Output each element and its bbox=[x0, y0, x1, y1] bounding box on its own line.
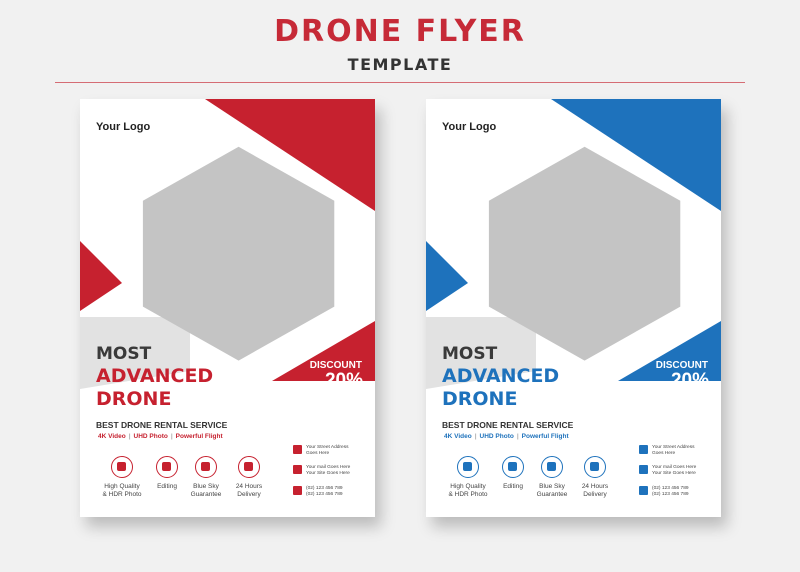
mail-icon bbox=[584, 456, 606, 478]
mail-icon bbox=[238, 456, 260, 478]
contact-line: Your Site Goes Here bbox=[306, 471, 350, 476]
headline-drone: DRONE bbox=[96, 388, 172, 410]
discount-label: DISCOUNT bbox=[655, 360, 708, 371]
feature-label: Guarantee bbox=[536, 491, 568, 498]
feature-label: & HDR Photo bbox=[448, 491, 488, 498]
feature-label: & HDR Photo bbox=[102, 491, 142, 498]
location-icon bbox=[293, 445, 302, 454]
contact-line: Your Site Goes Here bbox=[652, 471, 696, 476]
contact-line: Goes Here bbox=[652, 451, 676, 456]
feature-label: Delivery bbox=[583, 491, 607, 498]
feature-label: Guarantee bbox=[190, 491, 222, 498]
headline-advanced: ADVANCED bbox=[442, 365, 560, 387]
logo-text: Your Logo bbox=[96, 121, 151, 133]
headline-advanced: ADVANCED bbox=[96, 365, 214, 387]
contact-line: Your Street Address bbox=[306, 445, 349, 450]
tag-4k-video: 4K Video bbox=[444, 433, 472, 440]
flyer-blue: Your Logo MOST ADVANCED DRONE DISCOUNT 2… bbox=[426, 99, 721, 517]
header-title: DRONE FLYER bbox=[274, 14, 526, 49]
globe-icon bbox=[293, 465, 302, 474]
feature-label: Blue Sky bbox=[193, 483, 219, 490]
feature-label: Delivery bbox=[237, 491, 261, 498]
contact-line: Your mail Goes Here bbox=[306, 465, 351, 470]
contact-line: (02) 123 456 789 bbox=[652, 492, 689, 497]
tag-powerful-flight: Powerful Flight bbox=[175, 433, 223, 440]
feature-guarantee: Blue Sky Guarantee bbox=[178, 456, 234, 499]
feature-label: Editing bbox=[503, 483, 523, 490]
service-title: BEST DRONE RENTAL SERVICE bbox=[442, 420, 574, 430]
feature-label: Editing bbox=[157, 483, 177, 490]
location-icon bbox=[639, 445, 648, 454]
flyer-red: Your Logo MOST ADVANCED DRONE DISCOUNT 2… bbox=[80, 99, 375, 517]
discount-label: DISCOUNT bbox=[309, 360, 362, 371]
photo-icon bbox=[111, 456, 133, 478]
contact-line: Your mail Goes Here bbox=[652, 465, 697, 470]
header-divider bbox=[55, 82, 745, 83]
feature-label: 24 Hours bbox=[235, 483, 263, 490]
phone-icon bbox=[639, 486, 648, 495]
contact-web: Your mail Goes Here Your Site Goes Here bbox=[639, 465, 719, 477]
flyer-blue-artwork bbox=[426, 99, 721, 389]
shield-icon bbox=[195, 456, 217, 478]
phone-icon bbox=[293, 486, 302, 495]
feature-label: High Quality bbox=[450, 483, 486, 490]
feature-label: Blue Sky bbox=[539, 483, 565, 490]
tag-powerful-flight: Powerful Flight bbox=[521, 433, 569, 440]
feature-editing: Editing bbox=[139, 456, 195, 491]
contact-web: Your mail Goes Here Your Site Goes Here bbox=[293, 465, 373, 477]
feature-editing: Editing bbox=[485, 456, 541, 491]
feature-guarantee: Blue Sky Guarantee bbox=[524, 456, 580, 499]
contact-phone: (02) 123 456 789 (02) 123 456 789 bbox=[639, 486, 719, 498]
tag-uhd-photo: UHD Photo bbox=[133, 433, 168, 440]
feature-delivery: 24 Hours Delivery bbox=[221, 456, 277, 499]
contact-line: (02) 123 456 789 bbox=[306, 486, 343, 491]
headline-most: MOST bbox=[96, 344, 152, 364]
flyer-red-artwork bbox=[80, 99, 375, 389]
tag-uhd-photo: UHD Photo bbox=[479, 433, 514, 440]
discount-value: 20% bbox=[670, 370, 709, 391]
globe-icon bbox=[639, 465, 648, 474]
contact-phone: (02) 123 456 789 (02) 123 456 789 bbox=[293, 486, 373, 498]
editing-icon bbox=[502, 456, 524, 478]
contact-line: (02) 123 456 789 bbox=[652, 486, 689, 491]
feature-delivery: 24 Hours Delivery bbox=[567, 456, 623, 499]
headline-drone: DRONE bbox=[442, 388, 518, 410]
contact-line: (02) 123 456 789 bbox=[306, 492, 343, 497]
feature-tags: 4K Video | UHD Photo | Powerful Flight bbox=[444, 433, 569, 440]
shield-icon bbox=[541, 456, 563, 478]
discount-value: 20% bbox=[324, 370, 363, 391]
feature-hdr-photo: High Quality & HDR Photo bbox=[440, 456, 496, 499]
service-title: BEST DRONE RENTAL SERVICE bbox=[96, 420, 228, 430]
feature-tags: 4K Video | UHD Photo | Powerful Flight bbox=[98, 433, 223, 440]
headline-most: MOST bbox=[442, 344, 498, 364]
logo-text: Your Logo bbox=[442, 121, 497, 133]
feature-label: High Quality bbox=[104, 483, 140, 490]
tag-4k-video: 4K Video bbox=[98, 433, 126, 440]
feature-label: 24 Hours bbox=[581, 483, 609, 490]
feature-hdr-photo: High Quality & HDR Photo bbox=[94, 456, 150, 499]
contact-line: Goes Here bbox=[306, 451, 330, 456]
editing-icon bbox=[156, 456, 178, 478]
photo-icon bbox=[457, 456, 479, 478]
contact-address: Your Street Address Goes Here bbox=[639, 445, 719, 457]
contact-line: Your Street Address bbox=[652, 445, 695, 450]
contact-address: Your Street Address Goes Here bbox=[293, 445, 373, 457]
header-subtitle: TEMPLATE bbox=[347, 55, 453, 74]
